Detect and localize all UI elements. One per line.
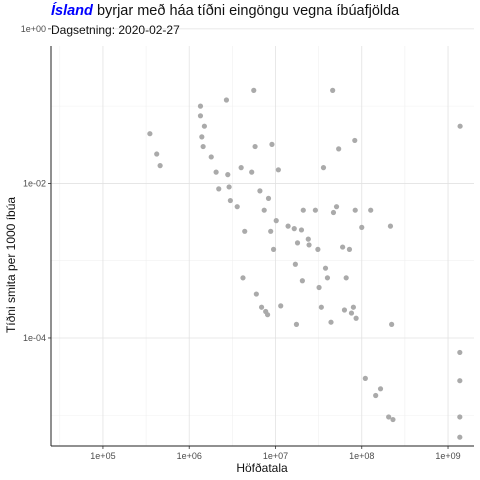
data-point bbox=[318, 304, 324, 310]
data-point bbox=[324, 275, 331, 281]
data-point bbox=[240, 275, 246, 281]
data-point bbox=[252, 143, 258, 150]
data-point bbox=[346, 246, 353, 252]
x-tick-label: 1e+07 bbox=[263, 451, 288, 461]
y-tick-label: 1e+00 bbox=[21, 24, 46, 34]
data-point bbox=[316, 284, 322, 291]
data-point bbox=[197, 113, 204, 119]
axes bbox=[48, 28, 474, 449]
data-point bbox=[387, 223, 394, 229]
data-point bbox=[208, 154, 214, 160]
data-point bbox=[238, 165, 244, 171]
data-point bbox=[251, 87, 257, 93]
data-point bbox=[353, 315, 359, 321]
data-point bbox=[253, 291, 259, 297]
data-point bbox=[343, 275, 349, 281]
title-highlight: Ísland bbox=[51, 3, 93, 19]
data-point bbox=[362, 375, 368, 381]
data-point bbox=[457, 123, 463, 129]
data-point bbox=[261, 207, 267, 213]
chart-subtitle: Dagsetning: 2020-02-27 bbox=[51, 23, 180, 37]
y-tick-label: 1e-04 bbox=[23, 333, 46, 343]
data-point bbox=[333, 204, 340, 210]
data-point bbox=[340, 244, 346, 250]
title-text: byrjar með háa tíðni eingöngu vegna íbúa… bbox=[96, 3, 400, 19]
x-tick-label: 1e+09 bbox=[435, 451, 460, 461]
y-tick-labels: 1e+00 1e-02 1e-04 bbox=[21, 24, 46, 343]
data-points bbox=[147, 87, 463, 440]
y-tick-label: 1e-02 bbox=[23, 178, 46, 188]
data-point bbox=[377, 386, 384, 392]
data-point bbox=[386, 414, 392, 420]
data-point bbox=[330, 209, 337, 216]
x-tick-label: 1e+05 bbox=[90, 451, 115, 461]
data-point bbox=[457, 414, 463, 420]
data-point bbox=[225, 172, 231, 178]
data-point bbox=[350, 304, 356, 310]
x-axis-label: Höfðatala bbox=[236, 461, 288, 475]
data-point bbox=[457, 349, 463, 356]
data-point bbox=[299, 278, 305, 284]
data-point bbox=[389, 321, 395, 327]
data-point bbox=[147, 131, 153, 137]
data-point bbox=[336, 146, 342, 152]
chart-title: Ísland byrjar með háa tíðni eingöngu veg… bbox=[51, 3, 399, 19]
x-tick-labels: 1e+05 1e+06 1e+07 1e+08 1e+09 bbox=[90, 451, 460, 461]
data-point bbox=[258, 304, 265, 310]
data-point bbox=[157, 163, 163, 169]
data-point bbox=[265, 195, 272, 201]
data-point bbox=[457, 378, 463, 384]
data-point bbox=[457, 434, 463, 440]
data-point bbox=[291, 226, 297, 232]
data-point bbox=[268, 228, 274, 234]
data-point bbox=[312, 207, 318, 213]
data-point bbox=[330, 87, 336, 93]
data-point bbox=[242, 228, 248, 234]
data-point bbox=[390, 416, 396, 423]
data-point bbox=[216, 186, 222, 192]
data-point bbox=[322, 265, 329, 271]
data-point bbox=[368, 207, 374, 213]
data-point bbox=[328, 319, 334, 325]
data-point bbox=[264, 312, 271, 318]
data-point bbox=[320, 165, 327, 171]
grid-lines bbox=[51, 28, 474, 446]
data-point bbox=[294, 240, 301, 246]
data-point bbox=[315, 246, 321, 252]
data-point bbox=[213, 169, 219, 175]
y-axis-label: Tíðni smita per 1000 íbúa bbox=[4, 197, 18, 333]
data-point bbox=[300, 207, 306, 213]
data-point bbox=[305, 236, 311, 242]
data-point bbox=[234, 204, 240, 210]
data-point bbox=[223, 97, 230, 103]
data-point bbox=[348, 310, 355, 316]
data-point bbox=[275, 167, 281, 173]
data-point bbox=[373, 392, 379, 399]
data-point bbox=[269, 141, 275, 147]
data-point bbox=[359, 224, 365, 230]
data-point bbox=[352, 207, 358, 213]
data-point bbox=[200, 143, 206, 150]
x-tick-label: 1e+08 bbox=[349, 451, 374, 461]
data-point bbox=[285, 223, 291, 229]
data-point bbox=[273, 218, 279, 224]
x-tick-label: 1e+06 bbox=[177, 451, 202, 461]
data-point bbox=[270, 246, 277, 252]
data-point bbox=[257, 188, 263, 194]
data-point bbox=[154, 151, 160, 157]
data-point bbox=[201, 123, 207, 129]
data-point bbox=[199, 134, 205, 140]
data-point bbox=[197, 103, 204, 109]
data-point bbox=[293, 321, 300, 327]
data-point bbox=[292, 261, 298, 267]
data-point bbox=[278, 303, 284, 309]
data-point bbox=[306, 242, 312, 248]
data-point bbox=[226, 184, 232, 190]
data-point bbox=[341, 307, 348, 313]
data-point bbox=[249, 169, 255, 175]
data-point bbox=[298, 227, 305, 233]
data-point bbox=[352, 137, 358, 144]
data-point bbox=[227, 197, 233, 204]
